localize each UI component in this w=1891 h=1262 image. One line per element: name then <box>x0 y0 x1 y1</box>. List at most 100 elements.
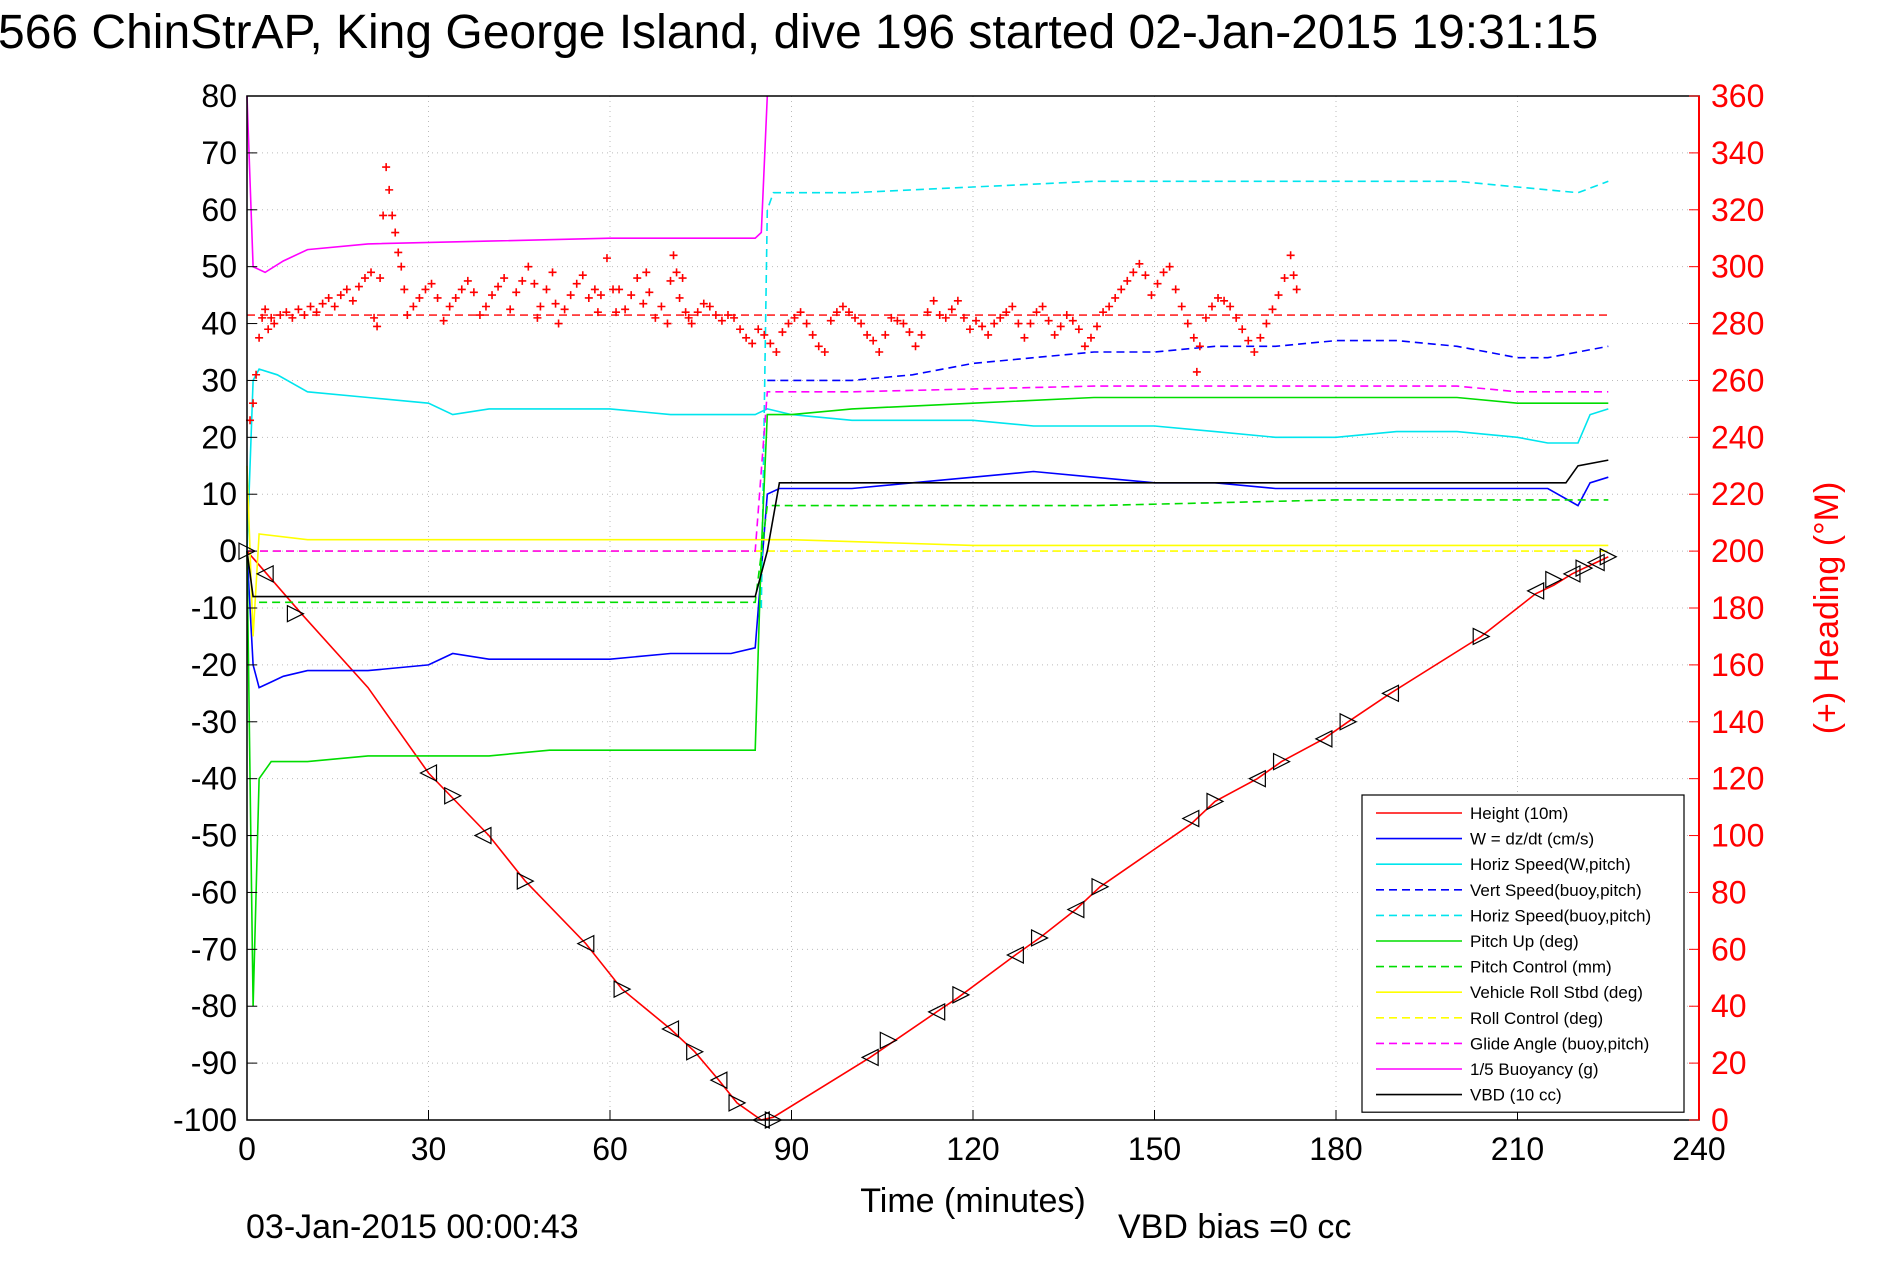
right-tick-label: 180 <box>1711 590 1764 626</box>
heading-point <box>318 299 327 308</box>
heading-point <box>1268 305 1277 314</box>
heading-point <box>312 308 321 317</box>
heading-point <box>953 296 962 305</box>
right-tick-label: 340 <box>1711 135 1764 171</box>
height-marker <box>1248 769 1266 788</box>
legend-label-roll: Vehicle Roll Stbd (deg) <box>1470 983 1643 1002</box>
heading-point <box>488 291 497 300</box>
height-marker <box>1181 809 1200 828</box>
left-tick-label: 60 <box>201 192 237 228</box>
heading-point <box>261 305 270 314</box>
heading-point <box>475 311 484 320</box>
heading-point <box>530 279 539 288</box>
heading-point <box>282 308 291 317</box>
heading-point <box>723 311 732 320</box>
heading-point <box>512 288 521 297</box>
heading-point <box>814 342 823 351</box>
heading-point <box>342 285 351 294</box>
height-marker <box>1314 729 1333 748</box>
legend-label-glide_angle: Glide Angle (buoy,pitch) <box>1470 1034 1649 1053</box>
heading-point <box>1038 302 1047 311</box>
height-marker <box>709 1071 728 1090</box>
heading-point <box>642 268 651 277</box>
height-markers <box>238 542 1618 1129</box>
heading-point <box>1105 302 1114 311</box>
heading-point <box>403 311 412 320</box>
right-tick-label: 220 <box>1711 476 1764 512</box>
heading-point <box>687 319 696 328</box>
series-w <box>246 470 1609 689</box>
heading-point <box>730 313 739 322</box>
heading-point <box>1286 251 1295 260</box>
heading-point <box>494 282 503 291</box>
right-tick-label: 80 <box>1711 874 1747 910</box>
x-tick-label: 120 <box>946 1131 999 1167</box>
legend-label-vbd: VBD (10 cc) <box>1470 1086 1562 1105</box>
heading-point <box>258 313 267 322</box>
heading-point <box>566 291 575 300</box>
heading-point <box>832 308 841 317</box>
heading-point <box>457 285 466 294</box>
heading-point <box>382 163 391 172</box>
right-tick-label: 360 <box>1711 78 1764 114</box>
heading-point <box>1244 336 1253 345</box>
left-tick-label: -90 <box>191 1045 237 1081</box>
heading-point <box>947 305 956 314</box>
legend-label-roll_control: Roll Control (deg) <box>1470 1009 1603 1028</box>
heading-point <box>1165 262 1174 271</box>
heading-point <box>1159 268 1168 277</box>
height-marker <box>1575 559 1594 578</box>
heading-point <box>602 254 611 263</box>
heading-point <box>370 313 379 322</box>
legend-label-buoyancy: 1/5 Buoyancy (g) <box>1470 1060 1599 1079</box>
heading-point <box>330 302 339 311</box>
heading-point <box>451 293 460 302</box>
left-tick-label: 40 <box>201 306 237 342</box>
left-tick-label: 50 <box>201 249 237 285</box>
heading-point <box>621 305 630 314</box>
heading-point <box>857 319 866 328</box>
x-tick-label: 60 <box>592 1131 628 1167</box>
heading-point <box>506 305 515 314</box>
heading-point <box>965 325 974 334</box>
heading-point <box>400 285 409 294</box>
heading-point <box>548 268 557 277</box>
height-marker <box>952 985 971 1004</box>
right-axis: 3603403203002802602402202001801601401201… <box>1689 78 1764 1138</box>
heading-point <box>905 328 914 337</box>
heading-point <box>590 285 599 294</box>
series-glide_angle <box>247 385 1609 552</box>
height-marker <box>613 980 632 999</box>
x-tick-label: 90 <box>774 1131 810 1167</box>
heading-point <box>584 293 593 302</box>
heading-point <box>439 316 448 325</box>
x-axis: 0 30 60 90 120 150 180 210 240 <box>238 1110 1726 1167</box>
series-height <box>246 550 1609 1121</box>
height-marker <box>1272 752 1291 771</box>
height-marker <box>1006 946 1024 964</box>
heading-point <box>996 313 1005 322</box>
heading-point <box>808 330 817 339</box>
heading-point <box>433 293 442 302</box>
chart-title: 566 ChinStrAP, King George Island, dive … <box>0 6 1598 59</box>
heading-point <box>875 348 884 356</box>
heading-point <box>863 330 872 339</box>
heading-point <box>838 302 847 311</box>
heading-point <box>639 299 648 308</box>
heading-point <box>881 330 890 339</box>
heading-point <box>1141 271 1150 280</box>
left-tick-label: -20 <box>191 647 237 683</box>
legend-label-pitch_control: Pitch Control (mm) <box>1470 958 1612 977</box>
right-tick-label: 320 <box>1711 192 1764 228</box>
heading-point <box>348 296 357 305</box>
heading-point <box>893 316 902 325</box>
heading-point <box>463 276 472 285</box>
heading-point <box>669 251 678 260</box>
heading-point <box>596 291 605 300</box>
heading-point <box>1032 308 1041 317</box>
heading-point <box>935 311 944 320</box>
left-tick-label: -40 <box>191 761 237 797</box>
heading-point <box>1195 342 1204 351</box>
height-marker <box>286 604 305 623</box>
